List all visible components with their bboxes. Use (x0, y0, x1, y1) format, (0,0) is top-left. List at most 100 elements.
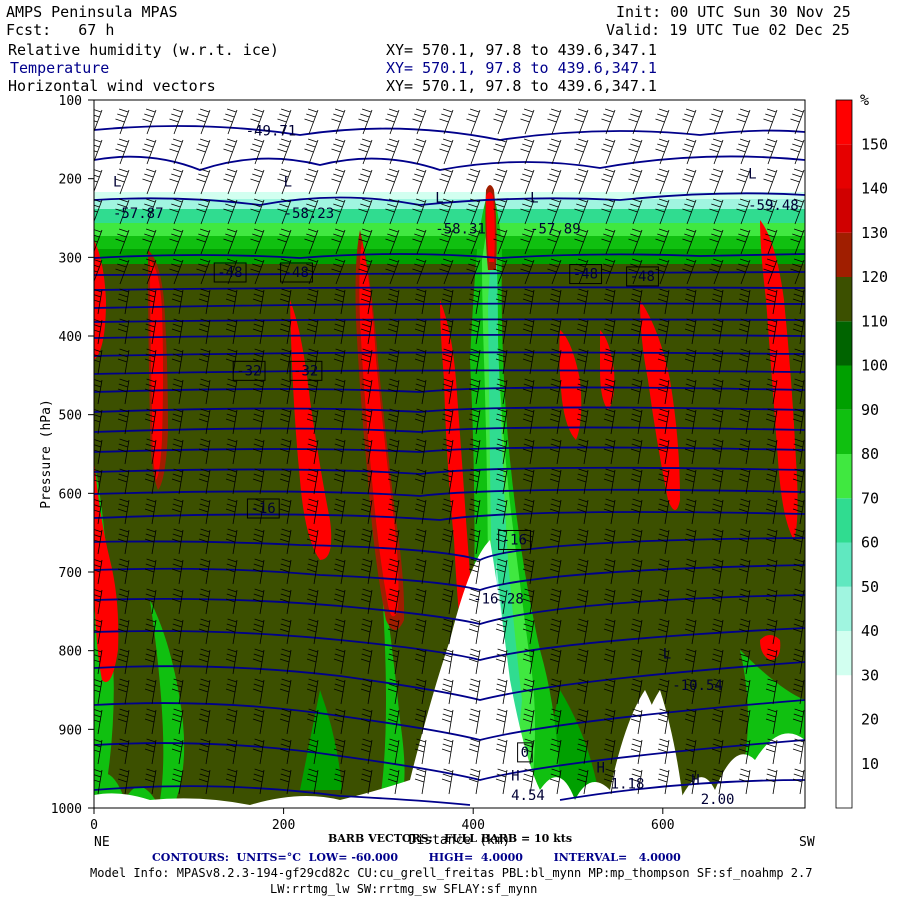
wind-barb (306, 288, 319, 315)
wind-barb (549, 348, 562, 375)
wind-barb (306, 438, 319, 465)
wind-barb (792, 708, 805, 735)
wind-barb (792, 498, 805, 525)
wind-barb (277, 138, 292, 165)
temperature-label: L (663, 647, 671, 663)
wind-barb (117, 738, 130, 765)
wind-barb (765, 768, 778, 795)
y-tick-label: 100 (59, 94, 82, 109)
wind-barb (765, 348, 778, 375)
colorbar-tick-label: 40 (861, 622, 879, 640)
wind-barb (171, 588, 184, 615)
wind-barb (360, 378, 373, 405)
temperature-label: -58.31 (435, 222, 486, 238)
wind-barb (603, 288, 616, 315)
rh-fill-80-90 (94, 235, 805, 249)
temperature-label: 1.18 (611, 776, 645, 792)
wind-barb (711, 618, 724, 645)
wind-barb (441, 678, 454, 705)
wind-barb (414, 528, 427, 555)
wind-barb (279, 468, 292, 495)
wind-barb (387, 678, 400, 705)
wind-barb (792, 558, 805, 585)
wind-barb (549, 468, 562, 495)
wind-barb (142, 198, 157, 225)
wind-barb (360, 498, 373, 525)
wind-barb (117, 498, 130, 525)
wind-barb (655, 258, 670, 285)
wind-barb (468, 528, 481, 555)
wind-barb (225, 618, 238, 645)
wind-barb (414, 498, 427, 525)
wind-barb (306, 498, 319, 525)
wind-barb (792, 618, 805, 645)
temperature-label: 0 (521, 745, 529, 761)
wind-barb (495, 378, 508, 405)
wind-barb (468, 738, 481, 765)
wind-barb (684, 498, 697, 525)
wind-barb (520, 258, 535, 285)
wind-barb (171, 708, 184, 735)
wind-barb (711, 408, 724, 435)
colorbar-swatch (836, 100, 852, 145)
wind-barb (115, 228, 130, 255)
wind-barb (657, 348, 670, 375)
wind-barb (117, 588, 130, 615)
wind-barb (385, 168, 400, 195)
wind-barb (304, 258, 319, 285)
wind-barb (493, 168, 508, 195)
wind-barb (603, 648, 616, 675)
wind-barb (144, 408, 157, 435)
wind-barb (94, 529, 103, 555)
wind-barb (225, 648, 238, 675)
wind-barb (576, 288, 589, 315)
field-name-rh: Relative humidity (w.r.t. ice) (8, 41, 279, 59)
wind-barb (252, 348, 265, 375)
wind-barb (738, 708, 751, 735)
wind-barb (279, 558, 292, 585)
wind-barb (387, 618, 400, 645)
wind-barb (306, 738, 319, 765)
wind-barb (630, 348, 643, 375)
wind-barb (250, 138, 265, 165)
wind-barb (225, 468, 238, 495)
wind-barb (576, 498, 589, 525)
wind-barb (466, 228, 481, 255)
wind-barb (603, 678, 616, 705)
wind-barb (385, 108, 400, 135)
wind-barb (385, 228, 400, 255)
wind-barb (412, 258, 427, 285)
wind-barb (94, 499, 103, 525)
wind-barb (495, 648, 508, 675)
wind-barb (495, 468, 508, 495)
wind-barb (252, 468, 265, 495)
wind-barb (144, 378, 157, 405)
wind-barb (333, 558, 346, 585)
wind-barb (252, 498, 265, 525)
wind-barb (522, 468, 535, 495)
wind-barb (441, 408, 454, 435)
wind-barb (630, 708, 643, 735)
wind-barb (333, 678, 346, 705)
wind-barb (171, 378, 184, 405)
wind-barb (304, 108, 319, 135)
wind-barb (684, 588, 697, 615)
wind-barb (250, 198, 265, 225)
wind-barb (628, 258, 643, 285)
wind-barb (495, 738, 508, 765)
wind-barb (304, 198, 319, 225)
temperature-label: -10.54 (672, 678, 723, 694)
wind-barb (414, 708, 427, 735)
wind-barb (331, 258, 346, 285)
wind-barb (333, 648, 346, 675)
wind-barb (144, 288, 157, 315)
wind-barb (144, 678, 157, 705)
wind-barb (387, 408, 400, 435)
wind-barb (765, 708, 778, 735)
wind-barb (94, 559, 103, 585)
wind-barb (360, 618, 373, 645)
wind-barb (468, 678, 481, 705)
wind-barb (412, 228, 427, 255)
wind-barb (441, 618, 454, 645)
wind-barb (630, 318, 643, 345)
